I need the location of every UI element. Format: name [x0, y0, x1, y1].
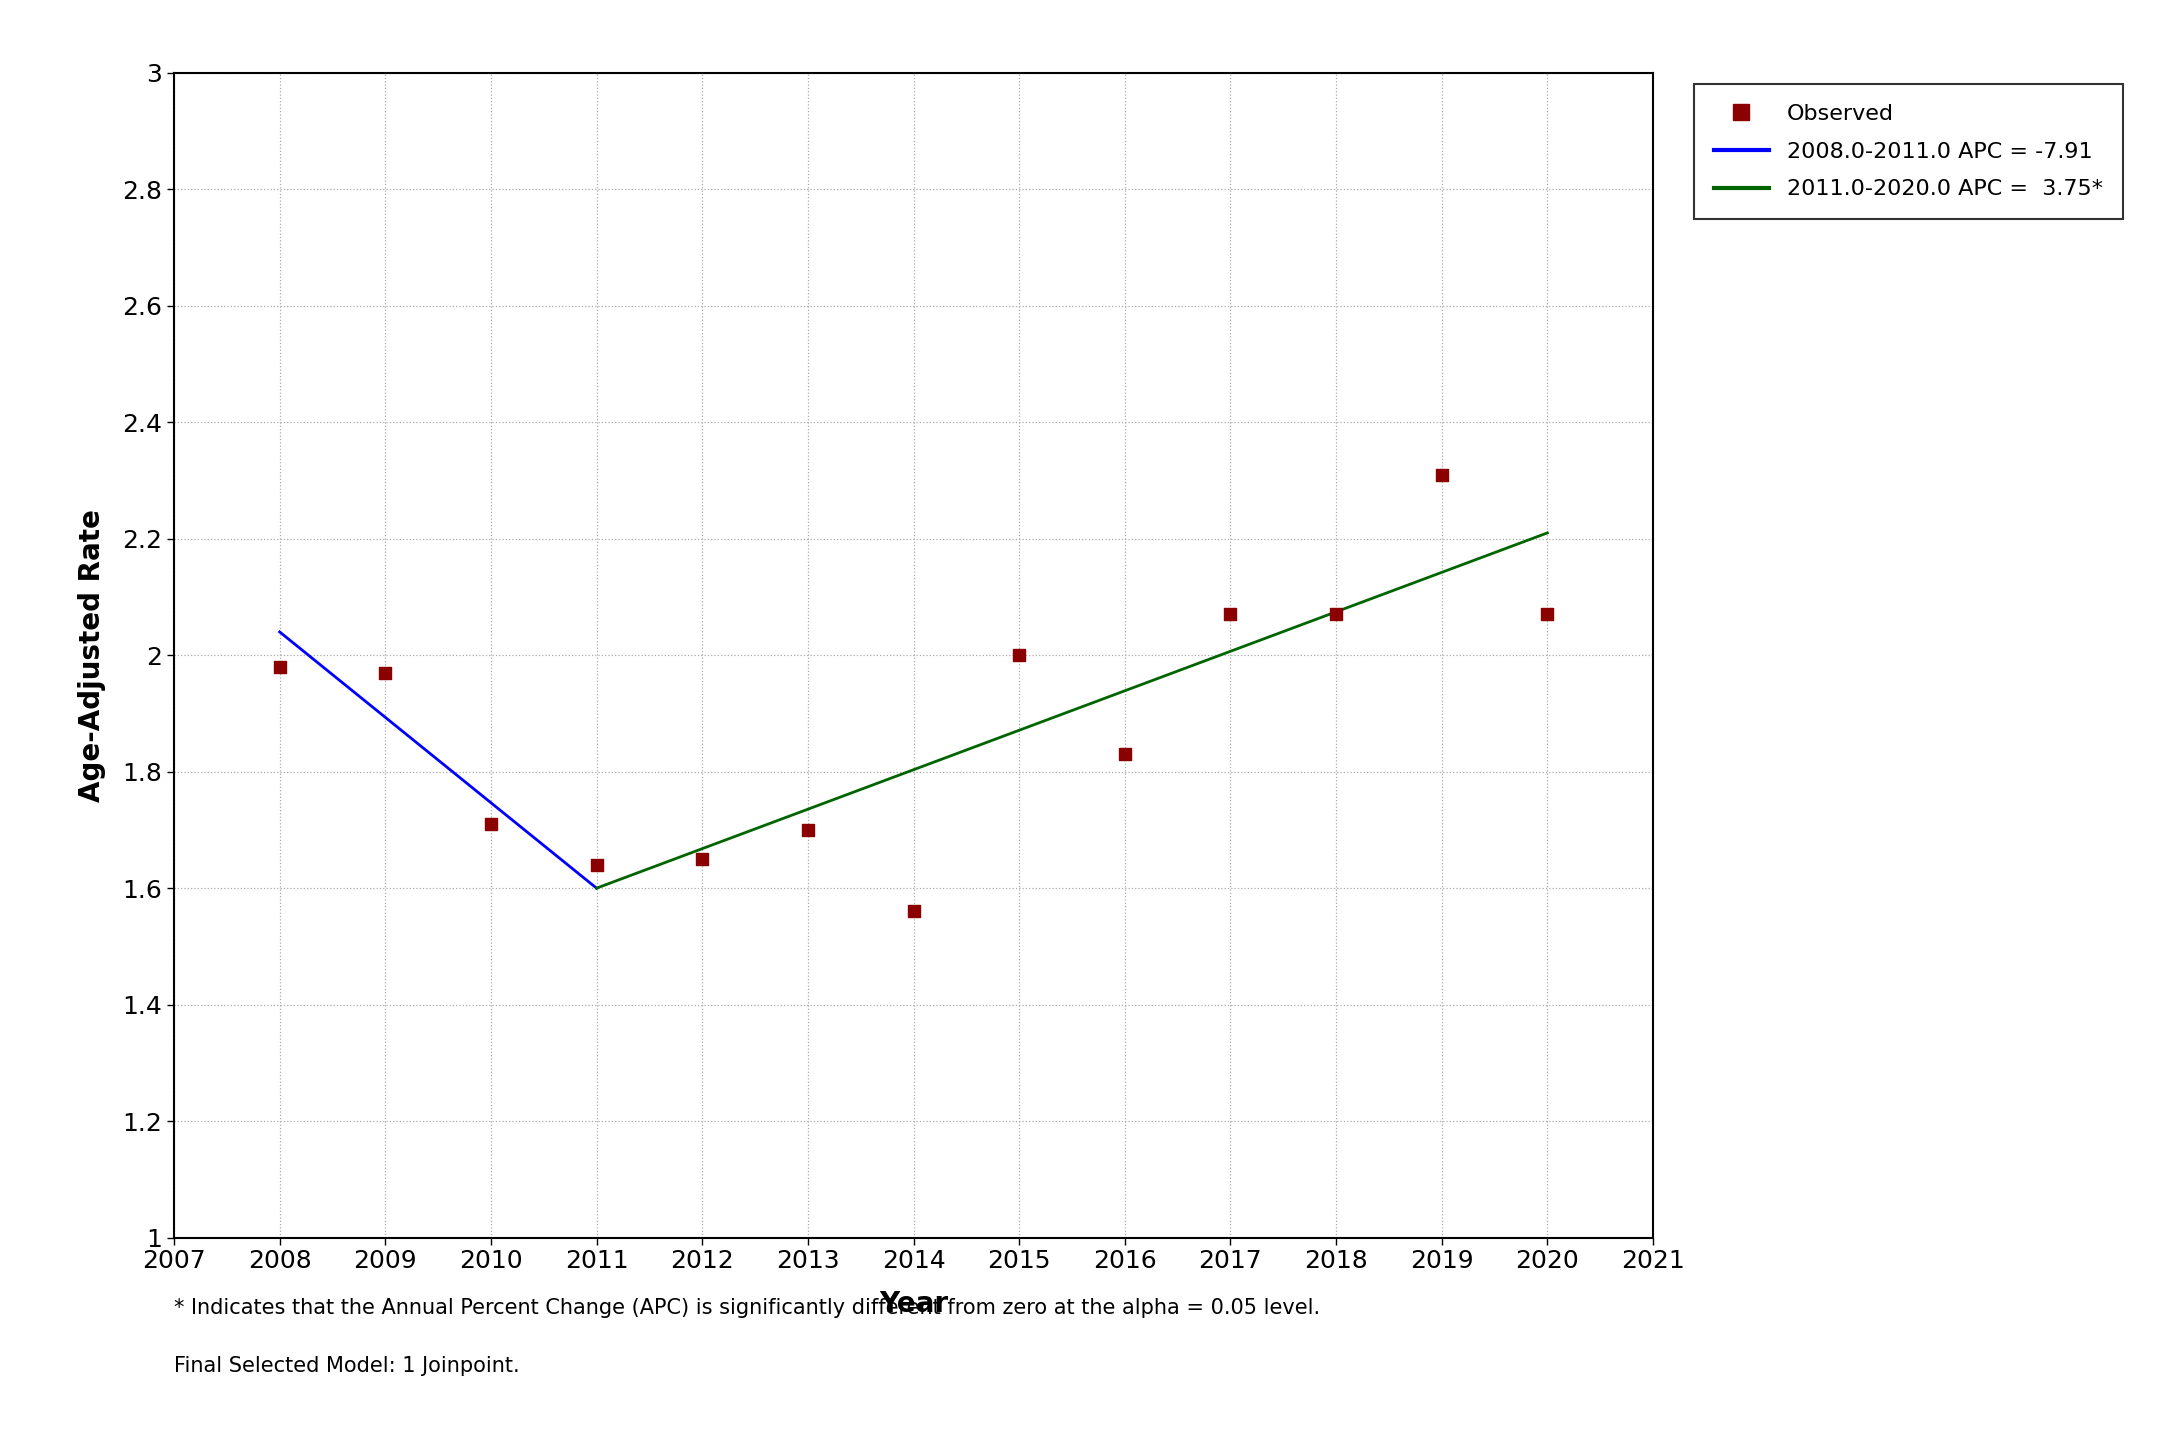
- Point: [790, 818, 824, 842]
- Point: [579, 853, 613, 877]
- Text: Final Selected Model: 1 Joinpoint.: Final Selected Model: 1 Joinpoint.: [174, 1356, 520, 1376]
- Point: [1107, 743, 1142, 766]
- Point: [896, 900, 931, 923]
- Point: [1214, 603, 1248, 626]
- Point: [685, 847, 720, 871]
- Point: [1425, 463, 1459, 486]
- Text: * Indicates that the Annual Percent Change (APC) is significantly different from: * Indicates that the Annual Percent Chan…: [174, 1297, 1320, 1318]
- Y-axis label: Age-Adjusted Rate: Age-Adjusted Rate: [78, 508, 107, 802]
- Point: [1529, 603, 1564, 626]
- X-axis label: Year: Year: [879, 1290, 948, 1318]
- Point: [1318, 603, 1353, 626]
- Point: [263, 655, 298, 678]
- Point: [1003, 644, 1037, 667]
- Point: [474, 812, 509, 836]
- Point: [368, 661, 402, 684]
- Legend: Observed, 2008.0-2011.0 APC = -7.91, 2011.0-2020.0 APC =  3.75*: Observed, 2008.0-2011.0 APC = -7.91, 201…: [1694, 84, 2123, 220]
